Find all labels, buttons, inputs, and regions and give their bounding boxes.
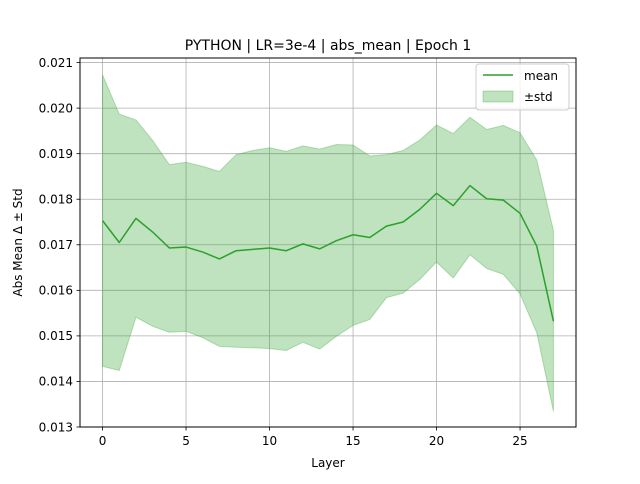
y-tick-label: 0.014 xyxy=(39,375,73,389)
y-tick-label: 0.020 xyxy=(39,101,73,115)
y-tick-label: 0.019 xyxy=(39,147,73,161)
y-tick-label: 0.017 xyxy=(39,238,73,252)
tick-layer: 0 5 10 15 20 25 0.013 0.014 0.015 0.016 0.017 0.018… xyxy=(39,56,528,448)
y-tick-label: 0.016 xyxy=(39,284,73,298)
y-tick-label: 0.015 xyxy=(39,329,73,343)
chart-title: PYTHON | LR=3e-4 | abs_mean | Epoch 1 xyxy=(185,38,472,54)
y-tick-label: 0.018 xyxy=(39,193,73,207)
legend: mean ±std xyxy=(475,63,570,111)
x-tick-label: 20 xyxy=(429,434,444,448)
x-axis-label: Layer xyxy=(311,456,345,470)
legend-std-label: ±std xyxy=(524,90,553,104)
y-tick-label: 0.013 xyxy=(39,420,73,434)
axes-frame xyxy=(79,57,577,428)
x-tick-label: 0 xyxy=(99,434,107,448)
legend-mean-label: mean xyxy=(524,69,558,83)
legend-std-fill-swatch xyxy=(482,90,514,103)
x-tick-label: 10 xyxy=(262,434,277,448)
std-band xyxy=(102,74,554,412)
x-tick-label: 25 xyxy=(512,434,527,448)
y-tick-label: 0.021 xyxy=(39,56,73,70)
y-axis-label: Abs Mean Δ ± Std xyxy=(11,188,25,296)
x-tick-label: 15 xyxy=(345,434,360,448)
data-layer xyxy=(101,74,555,412)
mean-line xyxy=(101,184,555,322)
x-tick-label: 5 xyxy=(182,434,190,448)
